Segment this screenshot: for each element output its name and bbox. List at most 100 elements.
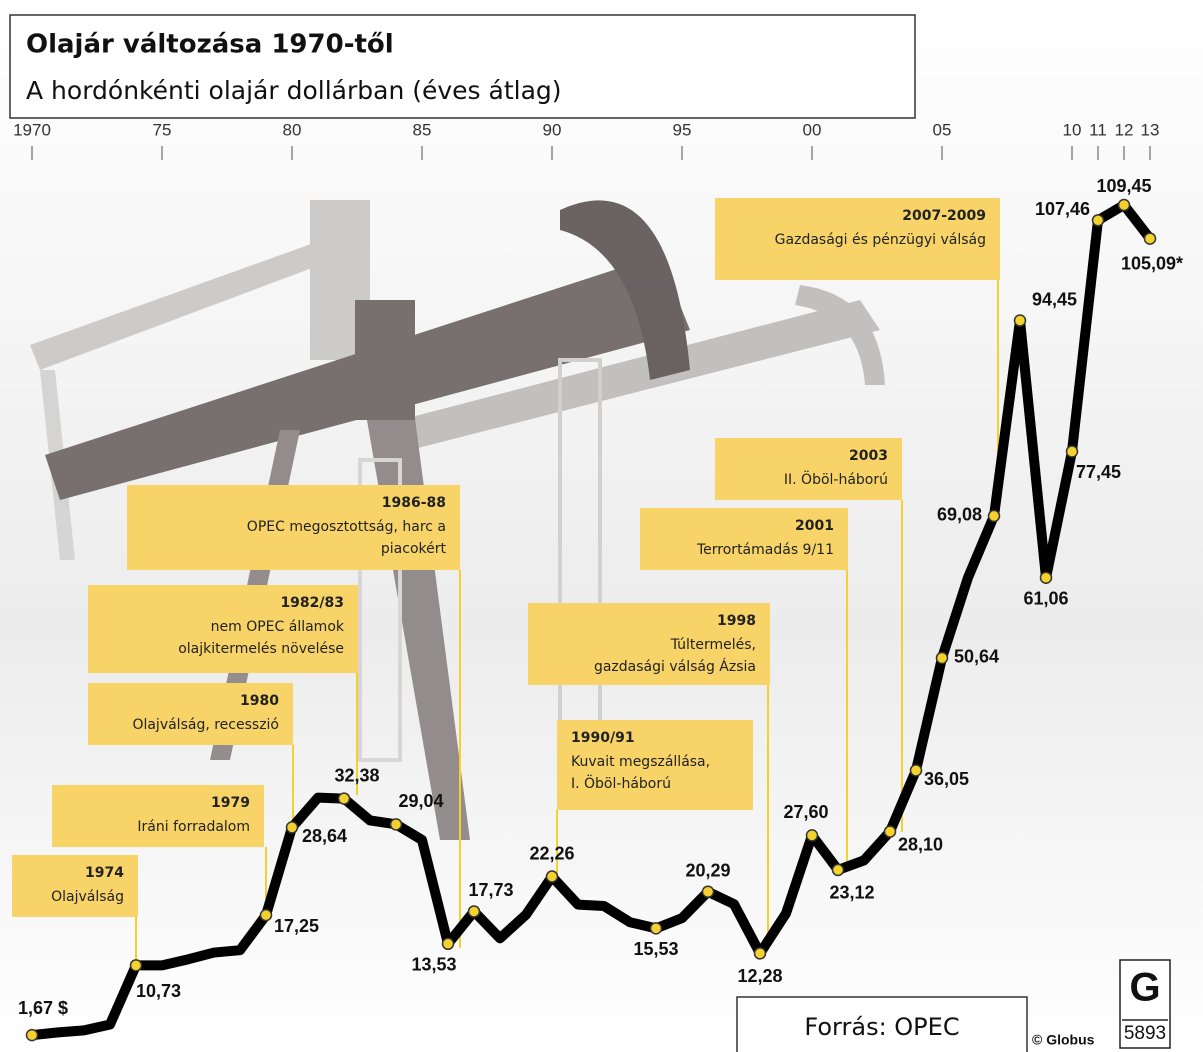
source: Forrás: OPEC — [804, 1013, 959, 1041]
x-tick-label: 1970 — [13, 120, 51, 139]
annotation-text: I. Öböl-háború — [571, 774, 671, 792]
point-marker — [649, 922, 663, 935]
point-marker — [259, 908, 273, 922]
point-marker — [1091, 214, 1105, 227]
point-marker — [909, 764, 923, 777]
annotation-title: 1982/83 — [280, 595, 344, 611]
point-marker — [935, 651, 949, 665]
annotation-title: 2003 — [849, 448, 888, 464]
point-marker — [285, 821, 299, 834]
point-marker — [467, 905, 481, 918]
x-tick-label: 11 — [1089, 120, 1107, 139]
x-tick-label: 10 — [1063, 120, 1082, 139]
point-marker — [1013, 314, 1027, 327]
data-label: 36,05 — [924, 769, 969, 789]
x-tick-label: 75 — [153, 120, 172, 139]
x-tick-label: 00 — [803, 120, 822, 139]
chart-subtitle: A hordónkénti olajár dollárban (éves átl… — [26, 76, 562, 105]
data-label: 27,60 — [783, 802, 828, 822]
annotation-text: Olajválság, recesszió — [132, 717, 279, 733]
data-label: 10,73 — [136, 981, 181, 1001]
data-label: 28,64 — [302, 826, 347, 846]
x-tick-label: 13 — [1141, 120, 1160, 139]
annotation-title: 1980 — [240, 693, 279, 709]
annotation-text: Gazdasági és pénzügyi válság — [775, 232, 986, 248]
point-marker — [389, 818, 403, 831]
data-label: 17,25 — [274, 916, 319, 936]
data-label: 23,12 — [829, 883, 874, 903]
point-marker — [337, 792, 351, 805]
data-label: 50,64 — [954, 647, 999, 667]
chart-title: Olajár változása 1970-től — [26, 30, 394, 60]
data-label: 20,29 — [685, 860, 730, 880]
data-label: 15,53 — [633, 939, 678, 959]
data-label: 32,38 — [334, 765, 379, 785]
point-marker — [1117, 198, 1131, 212]
annotation-text: OPEC megosztottság, harc a — [247, 519, 446, 535]
data-label: 22,26 — [529, 843, 574, 863]
data-label: 28,10 — [898, 834, 943, 854]
annotation-text: olajkitermelés növelése — [178, 641, 344, 657]
logo-box — [1119, 959, 1171, 1049]
point-marker — [883, 825, 897, 838]
logo-letter: G — [1129, 966, 1160, 1010]
annotation-box — [528, 603, 770, 685]
data-label: 77,45 — [1076, 462, 1121, 482]
source-box — [736, 996, 1028, 1052]
point-marker — [441, 937, 455, 951]
annotation-title: 1998 — [717, 613, 756, 629]
data-label: 29,04 — [398, 791, 443, 811]
x-tick-label: 05 — [933, 120, 952, 139]
point-marker — [1065, 445, 1079, 458]
annotation-text: gazdasági válság Ázsia — [594, 658, 756, 675]
annotation-title: 1990/91 — [571, 730, 635, 746]
annotation-title: 2001 — [795, 518, 834, 534]
point-marker — [805, 829, 819, 842]
point-marker — [831, 863, 845, 877]
annotation-box — [557, 720, 753, 810]
x-tick-label: 12 — [1115, 120, 1134, 139]
annotation-title: 2007-2009 — [902, 208, 986, 224]
annotation-text: Terrortámadás 9/11 — [696, 542, 834, 558]
data-label: 61,06 — [1023, 588, 1068, 608]
x-tick-label: 95 — [673, 120, 692, 139]
x-tick-label: 80 — [283, 120, 302, 139]
annotation-text: Iráni forradalom — [137, 819, 250, 835]
annotation-box — [12, 855, 138, 917]
data-label: 69,08 — [937, 505, 982, 525]
point-marker — [25, 1028, 39, 1042]
annotation-title: 1979 — [211, 795, 250, 811]
credit: © Globus — [1032, 1032, 1095, 1048]
point-marker — [129, 959, 143, 972]
annotation-text: nem OPEC államok — [211, 619, 345, 635]
data-label: 109,45 — [1096, 176, 1151, 196]
x-tick-label: 85 — [413, 120, 432, 139]
data-label: 13,53 — [411, 955, 456, 975]
annotation-text: Olajválság — [51, 889, 124, 905]
data-label: 105,09* — [1121, 253, 1183, 273]
annotation-box — [715, 198, 1000, 280]
data-label: 94,45 — [1032, 289, 1077, 309]
annotation-box — [52, 785, 264, 847]
annotation-text: Túltermelés, — [670, 637, 756, 653]
title-box — [9, 14, 916, 119]
annotation-title: 1986-88 — [382, 495, 446, 511]
annotation-box — [640, 508, 848, 570]
point-marker — [1143, 232, 1157, 245]
point-marker — [753, 947, 767, 960]
annotation-box — [88, 585, 358, 673]
point-marker — [1039, 571, 1053, 584]
annotation-box — [715, 438, 902, 500]
annotation-box — [127, 485, 460, 570]
annotation-box — [88, 683, 293, 745]
annotation-title: 1974 — [85, 865, 124, 881]
data-label: 12,28 — [737, 966, 782, 986]
point-marker — [987, 509, 1001, 523]
data-label: 1,67 $ — [18, 998, 68, 1018]
x-tick-label: 90 — [543, 120, 562, 139]
data-label: 107,46 — [1035, 199, 1090, 219]
point-marker — [545, 870, 559, 883]
